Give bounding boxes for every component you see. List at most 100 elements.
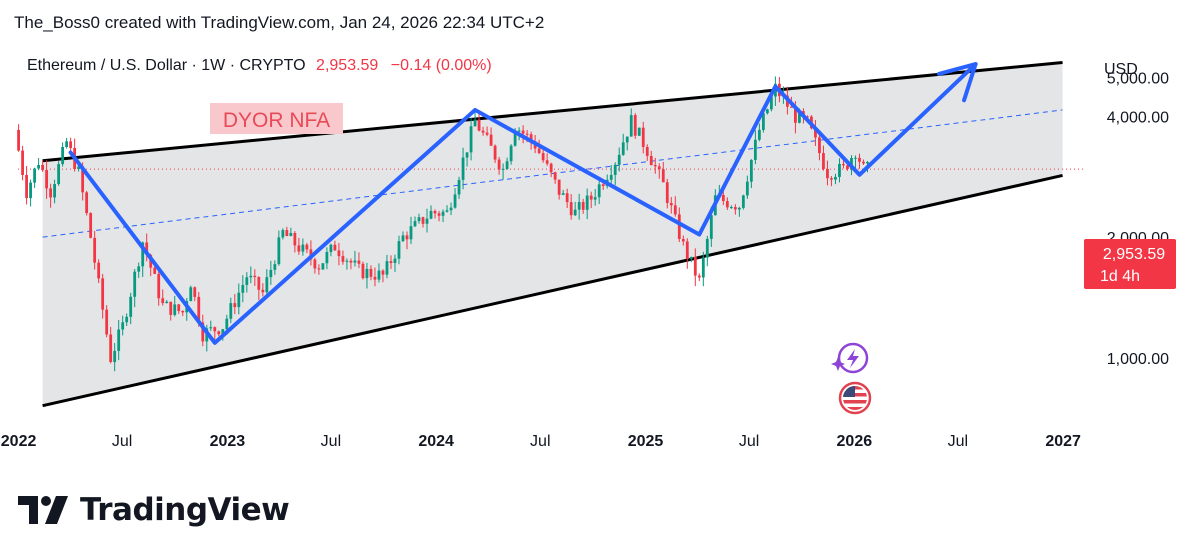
candle: [265, 269, 269, 298]
candle: [609, 165, 613, 187]
candle: [165, 300, 169, 304]
candle: [409, 216, 413, 245]
candle: [249, 266, 253, 284]
candle: [585, 188, 589, 220]
candle: [285, 226, 289, 237]
candle: [369, 265, 373, 281]
parallel-channel[interactable]: [42, 60, 1063, 408]
candle: [481, 126, 485, 136]
candle: [377, 263, 381, 283]
candle: [305, 242, 309, 254]
candle: [549, 162, 553, 178]
price-axis[interactable]: USD 1,000.002,000.004,000.005,000.00: [1104, 61, 1169, 368]
dyor-note[interactable]: DYOR NFA: [210, 103, 343, 134]
channel-upper-line[interactable]: [42, 60, 1063, 163]
legend-symbol[interactable]: Ethereum / U.S. Dollar · 1W · CRYPTO: [27, 57, 306, 74]
candle: [621, 133, 625, 156]
candle: [737, 206, 741, 217]
candle: [822, 145, 825, 171]
candle: [301, 238, 305, 256]
zigzag-projection[interactable]: [68, 62, 978, 345]
candle: [129, 292, 133, 325]
candle: [645, 144, 649, 161]
us-flag-icon[interactable]: [838, 381, 872, 415]
candle: [505, 157, 509, 170]
candle: [373, 267, 377, 287]
candle: [858, 153, 861, 169]
candle: [17, 124, 20, 152]
channel-lower-line[interactable]: [42, 173, 1063, 408]
candle: [229, 297, 233, 324]
candle: [385, 254, 389, 279]
candle: [465, 152, 469, 167]
candle: [818, 131, 821, 161]
candle: [521, 125, 525, 144]
candle: [289, 227, 293, 237]
channel-fill: [42, 62, 1063, 406]
candle: [649, 150, 653, 166]
candle: [253, 269, 257, 286]
candle: [397, 235, 401, 265]
candle: [469, 117, 473, 161]
candle: [541, 148, 545, 163]
candle: [381, 269, 385, 283]
tradingview-logo[interactable]: TradingView: [18, 490, 290, 530]
axis-currency-label[interactable]: USD: [1104, 61, 1138, 78]
candle: [669, 196, 673, 214]
candle: [701, 251, 705, 287]
lightning-event-icon[interactable]: [831, 342, 869, 374]
candle: [425, 208, 429, 233]
candle: [345, 258, 349, 270]
zigzag-path[interactable]: [68, 62, 978, 345]
chart-credit: The_Boss0 created with TradingView.com, …: [14, 13, 545, 32]
x-tick-label: 2025: [628, 433, 664, 450]
candle: [201, 314, 205, 347]
candle: [725, 197, 729, 211]
candle: [862, 159, 865, 165]
candle: [617, 147, 621, 172]
candle: [489, 127, 493, 146]
zigzag-arrowhead: [936, 62, 978, 103]
candle: [633, 113, 637, 139]
candle: [125, 313, 129, 327]
candle: [33, 167, 36, 188]
candle: [721, 190, 725, 206]
candle: [281, 228, 285, 240]
candle: [589, 191, 593, 209]
candle: [317, 264, 321, 275]
candle: [161, 289, 165, 306]
candle: [445, 205, 449, 213]
candle: [545, 153, 549, 166]
time-axis[interactable]: 2022 Jul 2023 Jul 2024 Jul 2025 Jul 2026 Jul 2027: [1, 433, 1081, 450]
candle: [741, 194, 745, 210]
candle: [697, 273, 701, 282]
candle: [441, 209, 445, 223]
candle: [65, 137, 69, 149]
candle: [561, 189, 565, 196]
candle: [49, 183, 53, 208]
candle: [401, 231, 405, 243]
candle: [109, 326, 113, 364]
candle: [625, 136, 629, 151]
candle: [657, 163, 661, 179]
candle: [329, 243, 333, 257]
candle: [501, 163, 505, 180]
candle: [321, 262, 325, 271]
candle: [413, 216, 417, 228]
candle: [573, 201, 577, 217]
candle: [297, 237, 301, 255]
tradingview-mark-icon: [18, 496, 68, 524]
candle: [685, 238, 689, 269]
candle: [749, 159, 753, 189]
candle: [41, 159, 44, 172]
candle: [493, 144, 497, 163]
candle: [257, 276, 261, 301]
candle: [653, 157, 657, 174]
candle: [705, 235, 709, 267]
candle: [569, 194, 573, 220]
x-tick-label: Jul: [948, 433, 968, 450]
legend-change: −0.14 (0.00%): [390, 57, 492, 74]
candle: [393, 254, 397, 272]
candle: [733, 204, 737, 215]
